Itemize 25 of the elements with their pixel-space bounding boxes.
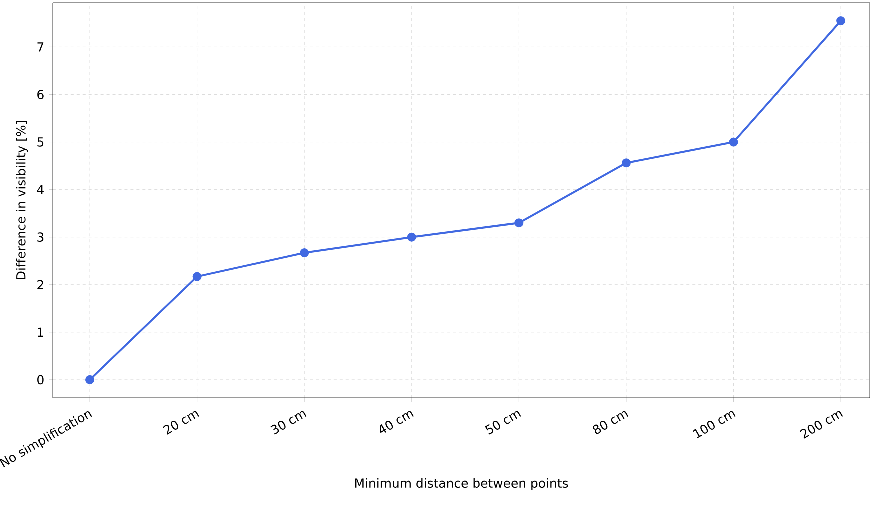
x-tick-label: 20 cm <box>163 411 200 435</box>
point <box>407 232 416 242</box>
point <box>300 248 310 258</box>
x-tick-label: 100 cm <box>693 411 736 439</box>
y-tick-label: 1 <box>38 328 44 337</box>
x-axis-title: Minimum distance between points <box>355 478 568 490</box>
x-tick-label: 40 cm <box>380 411 414 434</box>
point <box>192 272 202 282</box>
point <box>836 16 846 26</box>
point <box>729 138 738 147</box>
y-tick-label: 4 <box>37 185 44 194</box>
y-tick-label: 3 <box>38 232 44 242</box>
x-tick-label: 200 cm <box>800 411 844 439</box>
point <box>622 158 631 168</box>
y-tick-label: 5 <box>38 138 44 147</box>
y-tick-label: 7 <box>38 42 44 52</box>
y-axis-title: Difference in visibility [%] <box>16 121 28 280</box>
y-tick-label: 6 <box>38 90 44 100</box>
y-tick-label: 2 <box>38 280 44 290</box>
point <box>86 375 95 384</box>
x-tick-label: 50 cm <box>485 411 522 435</box>
x-tick-label: 80 cm <box>593 411 629 434</box>
x-tick-label: 30 cm <box>270 411 307 435</box>
y-tick-label: 0 <box>38 375 44 385</box>
point <box>514 218 524 228</box>
